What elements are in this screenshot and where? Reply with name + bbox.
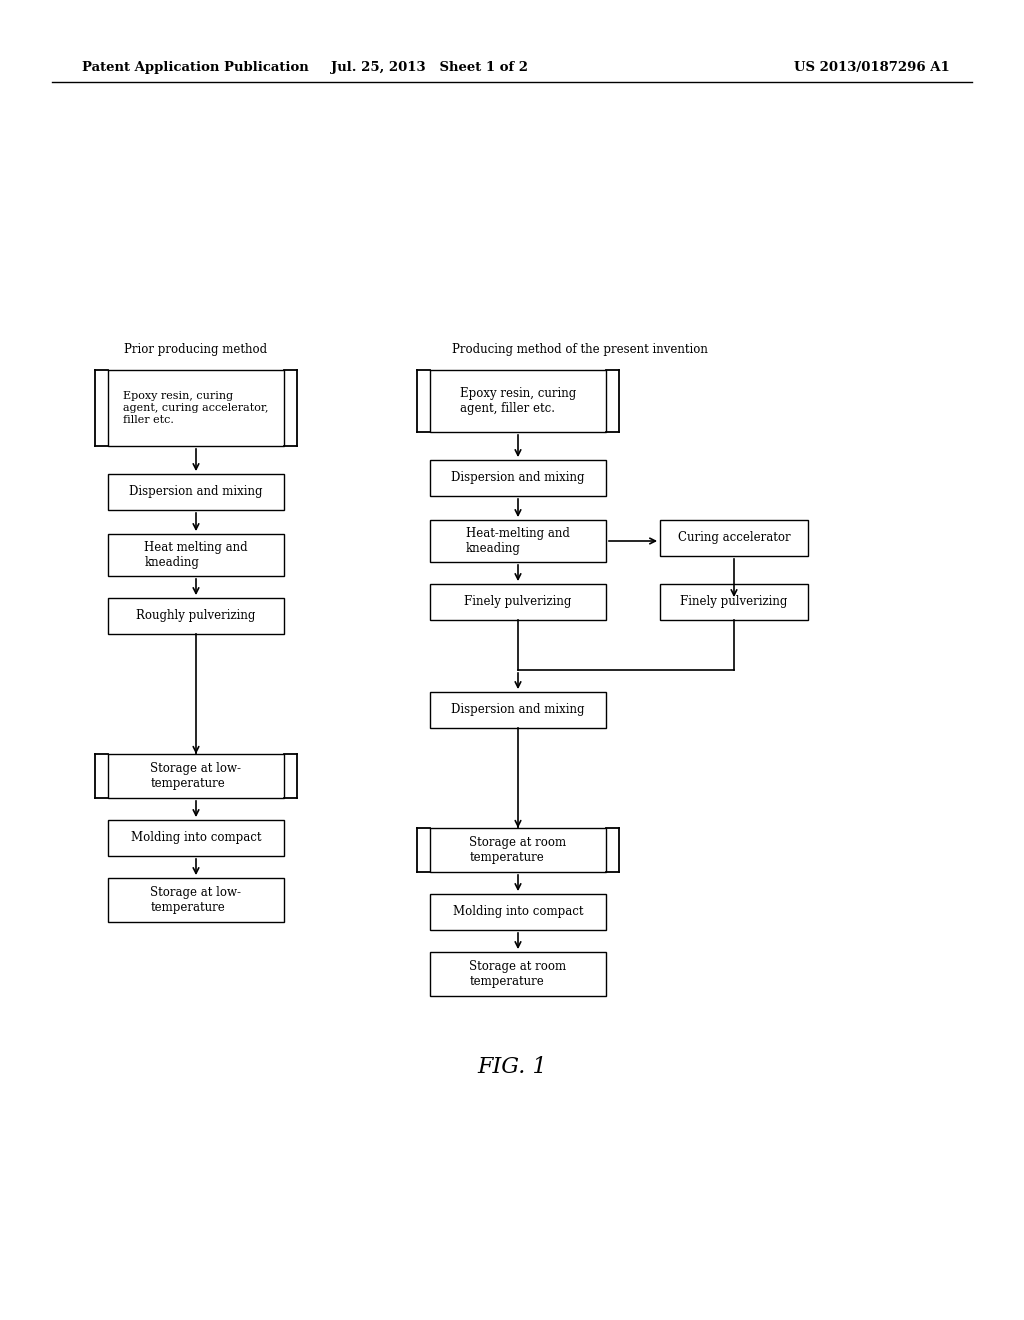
Text: Storage at room
temperature: Storage at room temperature (469, 836, 566, 865)
Text: Jul. 25, 2013   Sheet 1 of 2: Jul. 25, 2013 Sheet 1 of 2 (332, 62, 528, 74)
Bar (108, 754, 284, 799)
Text: Roughly pulverizing: Roughly pulverizing (136, 610, 256, 623)
Text: Molding into compact: Molding into compact (131, 832, 261, 845)
Text: Molding into compact: Molding into compact (453, 906, 584, 919)
Text: Epoxy resin, curing
agent, filler etc.: Epoxy resin, curing agent, filler etc. (460, 387, 577, 414)
Text: FIG. 1: FIG. 1 (477, 1056, 547, 1078)
Text: US 2013/0187296 A1: US 2013/0187296 A1 (795, 62, 950, 74)
Text: Dispersion and mixing: Dispersion and mixing (452, 704, 585, 717)
Bar (108, 474, 284, 510)
Text: Heat-melting and
kneading: Heat-melting and kneading (466, 527, 570, 554)
Text: Storage at low-
temperature: Storage at low- temperature (151, 886, 242, 913)
Text: Finely pulverizing: Finely pulverizing (680, 595, 787, 609)
Bar (430, 370, 606, 432)
Text: Dispersion and mixing: Dispersion and mixing (452, 471, 585, 484)
Bar (430, 894, 606, 931)
Bar (108, 598, 284, 634)
Bar (108, 370, 284, 446)
Bar (108, 878, 284, 921)
Bar (430, 692, 606, 729)
Bar (660, 583, 808, 620)
Text: Heat melting and
kneading: Heat melting and kneading (144, 541, 248, 569)
Text: Epoxy resin, curing
agent, curing accelerator,
filler etc.: Epoxy resin, curing agent, curing accele… (123, 392, 268, 425)
Bar (430, 828, 606, 873)
Text: Producing method of the present invention: Producing method of the present inventio… (452, 343, 708, 356)
Bar (108, 535, 284, 576)
Bar (660, 520, 808, 556)
Bar (430, 520, 606, 562)
Text: Patent Application Publication: Patent Application Publication (82, 62, 309, 74)
Text: Storage at room
temperature: Storage at room temperature (469, 960, 566, 987)
Bar (430, 583, 606, 620)
Text: Finely pulverizing: Finely pulverizing (464, 595, 571, 609)
Text: Prior producing method: Prior producing method (125, 343, 267, 356)
Bar (430, 952, 606, 997)
Text: Curing accelerator: Curing accelerator (678, 532, 791, 544)
Text: Dispersion and mixing: Dispersion and mixing (129, 486, 263, 499)
Bar (108, 820, 284, 855)
Bar (430, 459, 606, 496)
Text: Storage at low-
temperature: Storage at low- temperature (151, 762, 242, 789)
